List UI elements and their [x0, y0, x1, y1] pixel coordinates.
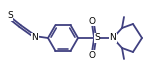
- Text: N: N: [32, 34, 38, 42]
- Text: S: S: [7, 11, 13, 21]
- Text: O: O: [89, 50, 95, 60]
- Text: O: O: [89, 16, 95, 26]
- Text: N: N: [110, 34, 116, 42]
- Text: S: S: [94, 34, 100, 42]
